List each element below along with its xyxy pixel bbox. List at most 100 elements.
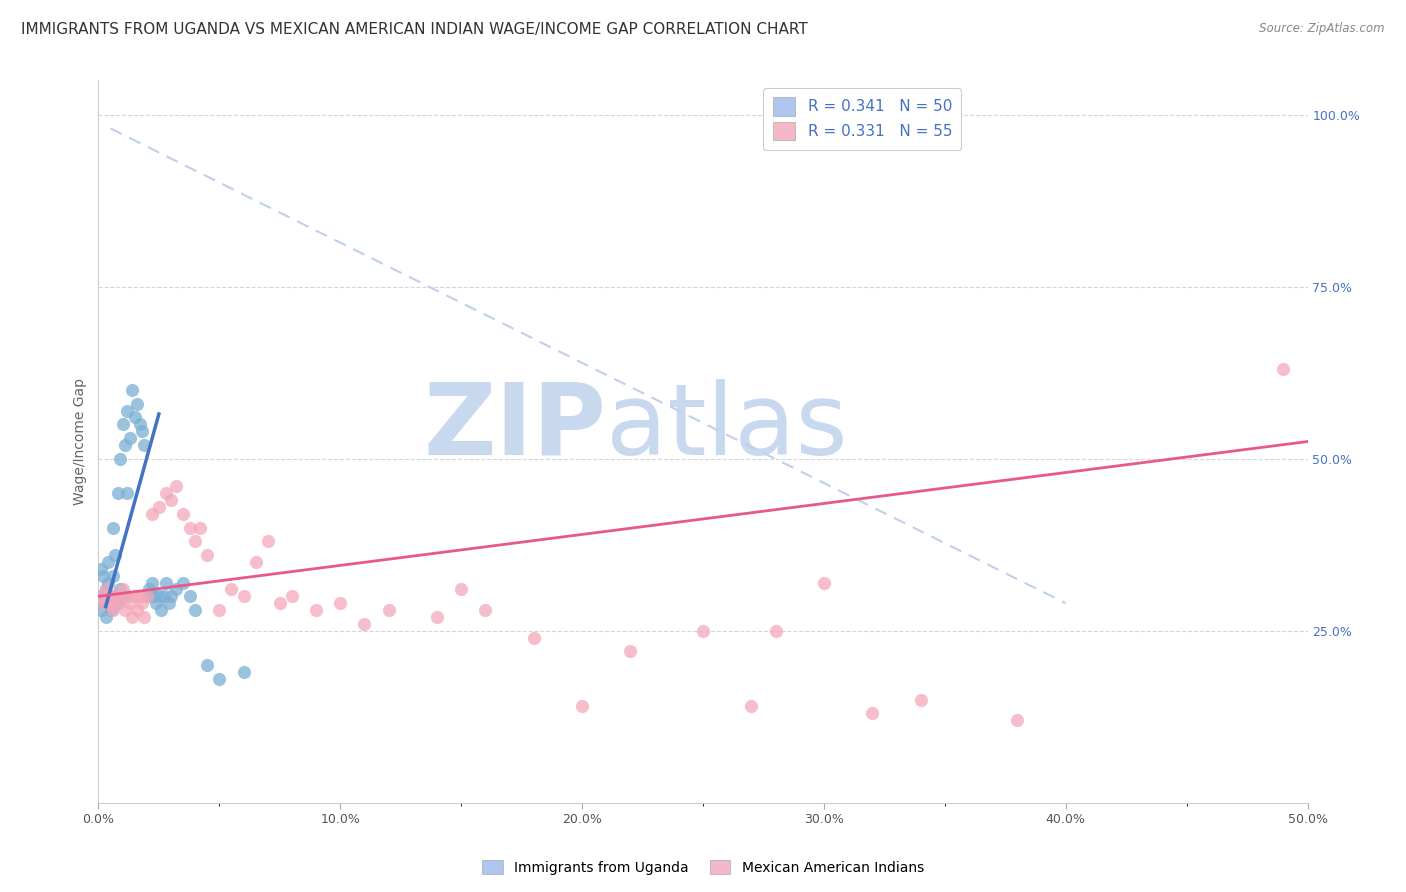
Point bbox=[523, 631, 546, 645]
Point bbox=[155, 486, 177, 500]
Point bbox=[150, 603, 173, 617]
Point bbox=[111, 417, 134, 432]
Point bbox=[172, 575, 194, 590]
Point bbox=[1272, 362, 1295, 376]
Point bbox=[128, 590, 150, 604]
Point bbox=[143, 590, 166, 604]
Point bbox=[108, 582, 131, 597]
Point bbox=[152, 590, 174, 604]
Point bbox=[188, 520, 211, 534]
Legend: R = 0.341   N = 50, R = 0.331   N = 55: R = 0.341 N = 50, R = 0.331 N = 55 bbox=[763, 88, 962, 150]
Point bbox=[208, 672, 231, 686]
Point bbox=[135, 590, 157, 604]
Point bbox=[474, 603, 496, 617]
Point bbox=[121, 383, 143, 397]
Point bbox=[740, 699, 762, 714]
Point bbox=[104, 548, 127, 562]
Point bbox=[91, 596, 114, 610]
Point bbox=[97, 555, 120, 569]
Point bbox=[269, 596, 291, 610]
Point bbox=[195, 658, 218, 673]
Point bbox=[121, 610, 143, 624]
Point bbox=[100, 590, 122, 604]
Point bbox=[111, 582, 134, 597]
Point bbox=[305, 603, 328, 617]
Point bbox=[124, 590, 146, 604]
Point bbox=[127, 397, 149, 411]
Point bbox=[281, 590, 304, 604]
Point bbox=[100, 603, 122, 617]
Point bbox=[131, 596, 153, 610]
Legend: Immigrants from Uganda, Mexican American Indians: Immigrants from Uganda, Mexican American… bbox=[477, 855, 929, 880]
Point bbox=[179, 590, 201, 604]
Point bbox=[101, 603, 124, 617]
Point bbox=[165, 479, 187, 493]
Point bbox=[101, 568, 124, 582]
Point bbox=[813, 575, 835, 590]
Point bbox=[117, 590, 139, 604]
Point bbox=[114, 603, 136, 617]
Text: IMMIGRANTS FROM UGANDA VS MEXICAN AMERICAN INDIAN WAGE/INCOME GAP CORRELATION CH: IMMIGRANTS FROM UGANDA VS MEXICAN AMERIC… bbox=[21, 22, 808, 37]
Point bbox=[124, 410, 146, 425]
Point bbox=[377, 603, 399, 617]
Point bbox=[172, 507, 194, 521]
Point bbox=[94, 610, 117, 624]
Point bbox=[108, 451, 131, 466]
Point bbox=[619, 644, 641, 658]
Point bbox=[138, 582, 160, 597]
Point bbox=[118, 431, 141, 445]
Point bbox=[329, 596, 352, 610]
Point bbox=[141, 507, 163, 521]
Point bbox=[134, 610, 156, 624]
Point bbox=[118, 596, 141, 610]
Point bbox=[571, 699, 593, 714]
Point bbox=[157, 596, 180, 610]
Point bbox=[160, 590, 183, 604]
Point bbox=[232, 590, 254, 604]
Point bbox=[90, 590, 112, 604]
Point bbox=[94, 582, 117, 597]
Point bbox=[107, 596, 129, 610]
Text: atlas: atlas bbox=[606, 378, 848, 475]
Point bbox=[184, 603, 207, 617]
Point bbox=[692, 624, 714, 638]
Point bbox=[184, 534, 207, 549]
Point bbox=[208, 603, 231, 617]
Point bbox=[107, 596, 129, 610]
Point bbox=[134, 438, 156, 452]
Point bbox=[127, 603, 149, 617]
Point bbox=[91, 596, 114, 610]
Point bbox=[94, 582, 117, 597]
Point bbox=[104, 590, 127, 604]
Point bbox=[145, 596, 167, 610]
Point bbox=[135, 590, 157, 604]
Point bbox=[232, 665, 254, 679]
Point bbox=[100, 596, 122, 610]
Point bbox=[165, 582, 187, 597]
Point bbox=[221, 582, 243, 597]
Point bbox=[97, 590, 120, 604]
Point bbox=[97, 575, 120, 590]
Point bbox=[155, 575, 177, 590]
Y-axis label: Wage/Income Gap: Wage/Income Gap bbox=[73, 378, 87, 505]
Point bbox=[450, 582, 472, 597]
Point bbox=[195, 548, 218, 562]
Point bbox=[128, 417, 150, 432]
Point bbox=[104, 590, 127, 604]
Point bbox=[160, 493, 183, 508]
Text: ZIP: ZIP bbox=[423, 378, 606, 475]
Point bbox=[90, 590, 112, 604]
Text: Source: ZipAtlas.com: Source: ZipAtlas.com bbox=[1260, 22, 1385, 36]
Point bbox=[910, 692, 932, 706]
Point bbox=[107, 486, 129, 500]
Point bbox=[91, 568, 114, 582]
Point bbox=[94, 590, 117, 604]
Point bbox=[1007, 713, 1029, 727]
Point bbox=[179, 520, 201, 534]
Point bbox=[353, 616, 375, 631]
Point bbox=[90, 562, 112, 576]
Point bbox=[245, 555, 267, 569]
Point bbox=[148, 590, 170, 604]
Point bbox=[117, 486, 139, 500]
Point bbox=[101, 520, 124, 534]
